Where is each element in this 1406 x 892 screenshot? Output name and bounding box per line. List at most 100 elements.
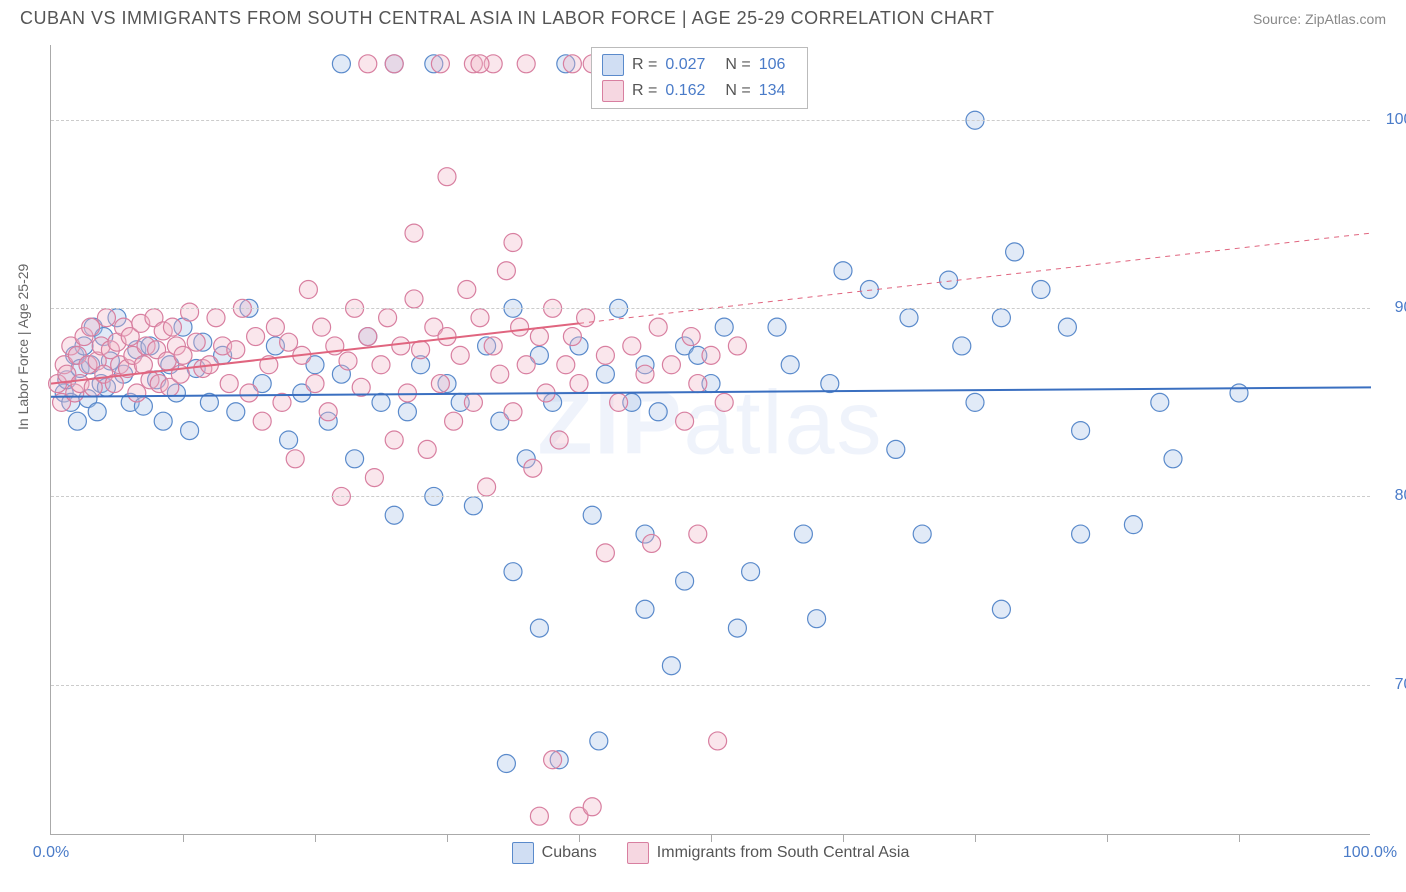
- data-point: [992, 600, 1010, 618]
- data-point: [431, 375, 449, 393]
- data-point: [530, 328, 548, 346]
- data-point: [365, 469, 383, 487]
- x-minor-tick: [711, 834, 712, 842]
- data-point: [570, 375, 588, 393]
- data-point: [689, 525, 707, 543]
- data-point: [372, 393, 390, 411]
- data-point: [610, 393, 628, 411]
- data-point: [82, 318, 100, 336]
- data-point: [484, 337, 502, 355]
- data-point: [860, 281, 878, 299]
- data-point: [478, 478, 496, 496]
- data-point: [715, 393, 733, 411]
- data-point: [900, 309, 918, 327]
- data-point: [372, 356, 390, 374]
- data-point: [154, 412, 172, 430]
- data-point: [405, 290, 423, 308]
- data-point: [1072, 525, 1090, 543]
- chart-title: CUBAN VS IMMIGRANTS FROM SOUTH CENTRAL A…: [20, 8, 995, 29]
- y-axis-label: In Labor Force | Age 25-29: [15, 264, 31, 430]
- data-point: [339, 352, 357, 370]
- data-point: [563, 55, 581, 73]
- data-point: [458, 281, 476, 299]
- stats-legend-box: R = 0.027 N = 106 R = 0.162 N = 134: [591, 47, 808, 109]
- data-point: [715, 318, 733, 336]
- r-value-immigrants: 0.162: [665, 82, 705, 100]
- x-minor-tick: [579, 834, 580, 842]
- source-label: Source: ZipAtlas.com: [1253, 11, 1386, 27]
- data-point: [385, 431, 403, 449]
- n-label-2: N =: [725, 82, 750, 100]
- data-point: [497, 262, 515, 280]
- data-point: [359, 328, 377, 346]
- legend-swatch-blue-icon: [512, 842, 534, 864]
- data-point: [649, 403, 667, 421]
- data-point: [280, 431, 298, 449]
- data-point: [299, 281, 317, 299]
- data-point: [68, 412, 86, 430]
- data-point: [524, 459, 542, 477]
- data-point: [398, 403, 416, 421]
- data-point: [346, 450, 364, 468]
- data-point: [709, 732, 727, 750]
- data-point: [431, 55, 449, 73]
- data-point: [728, 619, 746, 637]
- data-point: [319, 403, 337, 421]
- data-point: [1151, 393, 1169, 411]
- data-point: [398, 384, 416, 402]
- y-tick-label: 90.0%: [1395, 299, 1406, 317]
- data-point: [379, 309, 397, 327]
- data-point: [517, 55, 535, 73]
- data-point: [676, 572, 694, 590]
- data-point: [563, 328, 581, 346]
- data-point: [583, 798, 601, 816]
- data-point: [834, 262, 852, 280]
- data-point: [590, 732, 608, 750]
- data-point: [181, 422, 199, 440]
- data-point: [220, 375, 238, 393]
- data-point: [240, 384, 258, 402]
- x-minor-tick: [183, 834, 184, 842]
- data-point: [1124, 516, 1142, 534]
- data-point: [1230, 384, 1248, 402]
- data-point: [662, 657, 680, 675]
- data-point: [992, 309, 1010, 327]
- data-point: [794, 525, 812, 543]
- legend-swatch-pink-icon: [627, 842, 649, 864]
- swatch-blue-icon: [602, 54, 624, 76]
- data-point: [97, 309, 115, 327]
- data-point: [689, 375, 707, 393]
- data-point: [1072, 422, 1090, 440]
- data-point: [940, 271, 958, 289]
- legend-item-immigrants: Immigrants from South Central Asia: [627, 842, 910, 864]
- scatter-svg: [51, 45, 1370, 834]
- data-point: [530, 619, 548, 637]
- legend-label-cubans: Cubans: [542, 844, 597, 862]
- data-point: [418, 440, 436, 458]
- n-value-immigrants: 134: [759, 82, 786, 100]
- data-point: [332, 55, 350, 73]
- data-point: [504, 234, 522, 252]
- data-point: [966, 393, 984, 411]
- data-point: [286, 450, 304, 468]
- chart-plot-area: ZIPatlas R = 0.027 N = 106 R = 0.162 N =…: [50, 45, 1370, 835]
- data-point: [511, 318, 529, 336]
- data-point: [649, 318, 667, 336]
- data-point: [359, 55, 377, 73]
- data-point: [405, 224, 423, 242]
- gridline-h: [51, 685, 1370, 686]
- data-point: [913, 525, 931, 543]
- y-tick-label: 100.0%: [1386, 111, 1406, 129]
- data-point: [808, 610, 826, 628]
- x-tick-0: 0.0%: [33, 844, 69, 862]
- data-point: [464, 497, 482, 515]
- data-point: [887, 440, 905, 458]
- data-point: [497, 755, 515, 773]
- data-point: [596, 346, 614, 364]
- x-minor-tick: [1239, 834, 1240, 842]
- x-minor-tick: [1107, 834, 1108, 842]
- data-point: [643, 534, 661, 552]
- x-minor-tick: [447, 834, 448, 842]
- data-point: [412, 341, 430, 359]
- r-label-2: R =: [632, 82, 657, 100]
